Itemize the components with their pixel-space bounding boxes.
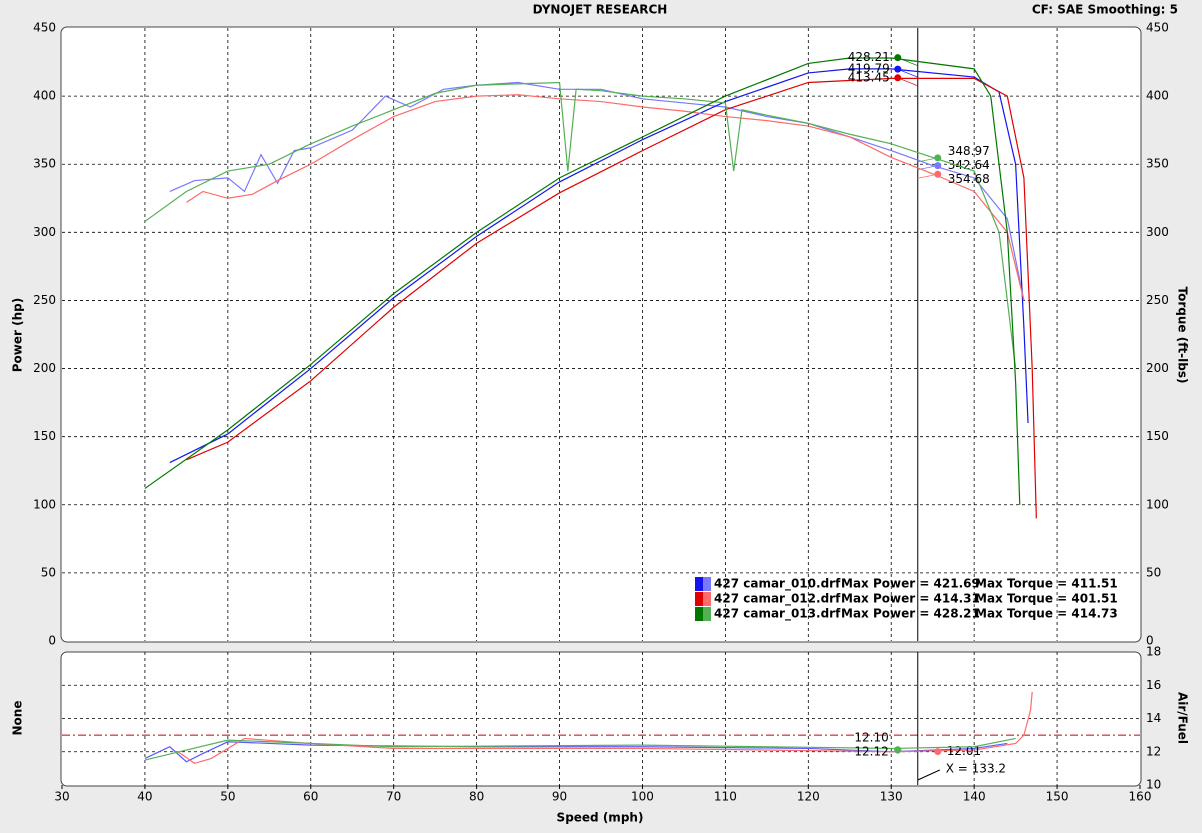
cursor-value: 12.12 — [854, 745, 888, 759]
x-tick-label: 100 — [631, 790, 654, 804]
y-tick-label: 450 — [33, 21, 56, 35]
power-line — [169, 68, 1029, 464]
cursor-value: 413.45 — [848, 70, 890, 84]
y-tick-label: 50 — [41, 565, 56, 579]
afr-line — [177, 691, 1033, 765]
y2-tick-label: 14 — [1146, 711, 1161, 725]
y2-tick-label: 400 — [1146, 89, 1169, 103]
cursor-dot — [934, 170, 942, 178]
legend-swatch — [695, 592, 703, 606]
top-panel — [60, 26, 1142, 643]
legend-swatch — [703, 577, 711, 591]
x-tick-label: 160 — [1129, 790, 1152, 804]
legend-label: Max Torque = 401.51 — [975, 592, 1118, 606]
x-tick-label: 110 — [714, 790, 737, 804]
cursor-dot — [934, 748, 942, 756]
cursor-connector — [897, 68, 918, 78]
cursor-value: 428.21 — [848, 50, 890, 64]
y2-tick-label: 50 — [1146, 565, 1161, 579]
cursor-value: 419.79 — [848, 62, 890, 76]
y-tick-label: 150 — [33, 429, 56, 443]
legend-label: Max Torque = 414.73 — [975, 607, 1118, 621]
torque-line — [144, 81, 1017, 369]
cursor-label: X = 133.2 — [946, 762, 1006, 776]
cursor-pointer — [917, 769, 940, 781]
legend-swatch — [695, 607, 703, 621]
y-tick-label: 400 — [33, 89, 56, 103]
cursor-value: 348.97 — [948, 144, 990, 158]
legend-label: Max Power = 421.69 — [841, 577, 980, 591]
title: DYNOJET RESEARCH — [533, 3, 668, 17]
cursor-connector — [897, 77, 918, 87]
x-tick-label: 130 — [880, 790, 903, 804]
x-tick-label: 120 — [797, 790, 820, 804]
legend-label: Max Power = 428.21 — [841, 607, 980, 621]
cursor-value: 342.64 — [948, 158, 990, 172]
y2-tick-label: 150 — [1146, 429, 1169, 443]
cursor-dot — [894, 54, 902, 62]
y2-tick-label: 300 — [1146, 225, 1169, 239]
cursor-connector — [897, 57, 918, 67]
legend-label: Max Torque = 411.51 — [975, 577, 1118, 591]
legend-label: Max Power = 414.31 — [841, 592, 980, 606]
legend-swatch — [703, 607, 711, 621]
y-tick-label: 250 — [33, 293, 56, 307]
y2-tick-label: 250 — [1146, 293, 1169, 307]
y-tick-label: 200 — [33, 361, 56, 375]
y2-axis-title: Air/Fuel — [1176, 692, 1190, 744]
y2-tick-label: 12 — [1146, 744, 1161, 758]
bottom-panel — [60, 651, 1142, 787]
x-tick-label: 40 — [137, 790, 152, 804]
y-axis-title: None — [11, 701, 25, 736]
y2-tick-label: 200 — [1146, 361, 1169, 375]
y-tick-label: 0 — [48, 634, 56, 648]
legend-label: 427 camar_010.drf — [714, 577, 841, 592]
x-axis-title: Speed (mph) — [557, 811, 644, 825]
cursor-dot — [934, 154, 942, 162]
cursor-dot — [894, 65, 902, 73]
cursor-dot — [934, 162, 942, 170]
x-tick-label: 80 — [469, 790, 484, 804]
y2-tick-label: 350 — [1146, 157, 1169, 171]
y2-tick-label: 100 — [1146, 497, 1169, 511]
y2-tick-label: 0 — [1146, 634, 1154, 648]
power-line — [186, 77, 1037, 519]
y2-tick-label: 10 — [1146, 778, 1161, 792]
legend-swatch — [703, 592, 711, 606]
cursor-dot — [894, 746, 902, 754]
x-tick-label: 60 — [303, 790, 318, 804]
x-tick-label: 30 — [54, 790, 69, 804]
x-tick-label: 70 — [386, 790, 401, 804]
x-tick-label: 90 — [552, 790, 567, 804]
torque-line — [186, 94, 1025, 301]
cursor-value: 12.10 — [854, 731, 888, 745]
y2-tick-label: 18 — [1146, 645, 1161, 659]
x-tick-label: 140 — [963, 790, 986, 804]
y2-axis-title: Torque (ft-lbs) — [1176, 287, 1190, 384]
y2-tick-label: 450 — [1146, 21, 1169, 35]
legend-label: 427 camar_012.drf — [714, 592, 841, 607]
legend-label: 427 camar_013.drf — [714, 607, 841, 622]
y-tick-label: 350 — [33, 157, 56, 171]
y-axis-title: Power (hp) — [11, 298, 25, 372]
cursor-value: 354.68 — [948, 172, 990, 186]
settings: CF: SAE Smoothing: 5 — [1032, 3, 1178, 17]
power-line — [144, 57, 1021, 505]
x-tick-label: 50 — [220, 790, 235, 804]
y2-tick-label: 16 — [1146, 678, 1161, 692]
legend-swatch — [695, 577, 703, 591]
x-tick-label: 150 — [1046, 790, 1069, 804]
y-tick-label: 300 — [33, 225, 56, 239]
y-tick-label: 100 — [33, 497, 56, 511]
cursor-dot — [894, 74, 902, 82]
afr-line — [144, 737, 1016, 761]
